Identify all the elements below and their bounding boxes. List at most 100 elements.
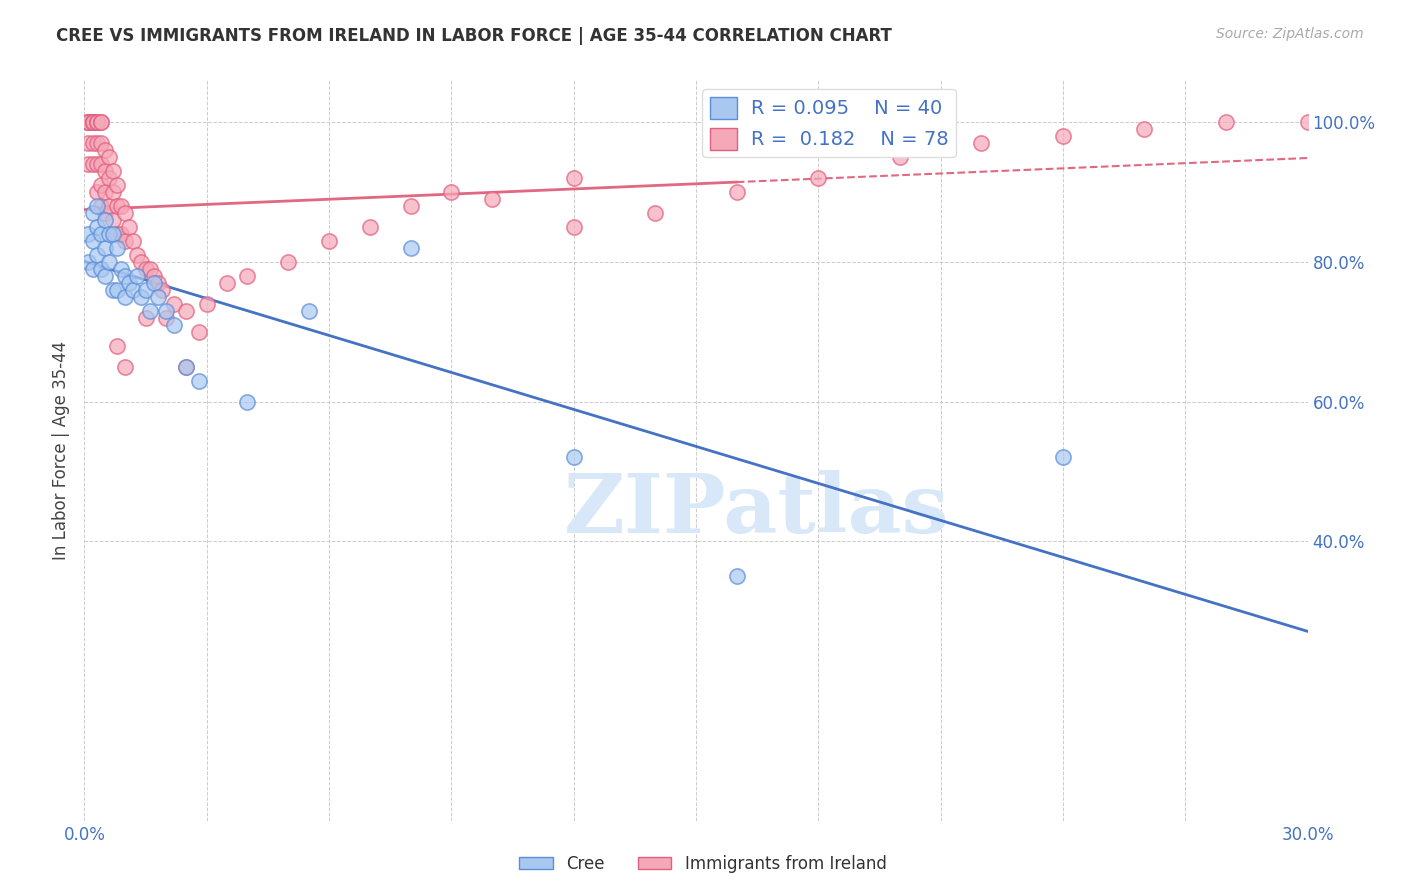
Point	[77, 136, 100, 150]
Point	[82, 157, 104, 171]
Point	[114, 290, 136, 304]
Point	[155, 303, 177, 318]
Point	[163, 318, 186, 332]
Point	[725, 185, 748, 199]
Point	[562, 171, 585, 186]
Point	[135, 283, 157, 297]
Point	[118, 219, 141, 234]
Point	[114, 234, 136, 248]
Point	[97, 171, 120, 186]
Point	[82, 206, 104, 220]
Point	[359, 219, 381, 234]
Point	[562, 219, 585, 234]
Point	[105, 178, 128, 192]
Point	[105, 199, 128, 213]
Point	[93, 268, 115, 283]
Point	[163, 297, 186, 311]
Point	[399, 199, 422, 213]
Point	[114, 206, 136, 220]
Point	[1052, 129, 1074, 144]
Point	[146, 276, 169, 290]
Point	[82, 115, 104, 129]
Point	[131, 290, 153, 304]
Point	[90, 261, 112, 276]
Point	[77, 227, 100, 241]
Point	[82, 115, 104, 129]
Point	[236, 268, 259, 283]
Point	[101, 283, 124, 297]
Point	[93, 241, 115, 255]
Point	[217, 276, 239, 290]
Point	[131, 255, 153, 269]
Point	[481, 192, 503, 206]
Point	[77, 157, 100, 171]
Point	[110, 227, 132, 241]
Point	[77, 115, 100, 129]
Point	[174, 359, 197, 374]
Point	[127, 268, 149, 283]
Point	[97, 199, 120, 213]
Point	[82, 136, 104, 150]
Point	[101, 164, 124, 178]
Point	[122, 234, 145, 248]
Point	[90, 227, 112, 241]
Point	[86, 185, 108, 199]
Point	[138, 261, 160, 276]
Point	[93, 185, 115, 199]
Point	[82, 234, 104, 248]
Point	[114, 359, 136, 374]
Point	[105, 339, 128, 353]
Point	[82, 115, 104, 129]
Point	[77, 115, 100, 129]
Point	[86, 248, 108, 262]
Point	[90, 115, 112, 129]
Point	[77, 115, 100, 129]
Point	[105, 241, 128, 255]
Point	[97, 227, 120, 241]
Text: ZIPatlas: ZIPatlas	[564, 470, 950, 549]
Point	[644, 206, 666, 220]
Point	[105, 283, 128, 297]
Point	[187, 325, 209, 339]
Point	[105, 227, 128, 241]
Point	[110, 199, 132, 213]
Point	[1133, 122, 1156, 136]
Point	[90, 115, 112, 129]
Point	[1296, 115, 1319, 129]
Point	[399, 241, 422, 255]
Point	[86, 199, 108, 213]
Point	[135, 261, 157, 276]
Point	[77, 255, 100, 269]
Point	[970, 136, 993, 150]
Point	[889, 150, 911, 164]
Point	[122, 283, 145, 297]
Text: CREE VS IMMIGRANTS FROM IRELAND IN LABOR FORCE | AGE 35-44 CORRELATION CHART: CREE VS IMMIGRANTS FROM IRELAND IN LABOR…	[56, 27, 893, 45]
Point	[155, 310, 177, 325]
Point	[318, 234, 340, 248]
Point	[187, 374, 209, 388]
Point	[90, 199, 112, 213]
Text: Source: ZipAtlas.com: Source: ZipAtlas.com	[1216, 27, 1364, 41]
Point	[82, 115, 104, 129]
Point	[110, 261, 132, 276]
Point	[298, 303, 321, 318]
Point	[86, 115, 108, 129]
Point	[86, 157, 108, 171]
Point	[93, 164, 115, 178]
Point	[146, 290, 169, 304]
Point	[86, 219, 108, 234]
Point	[97, 150, 120, 164]
Point	[150, 283, 173, 297]
Point	[562, 450, 585, 465]
Point	[101, 185, 124, 199]
Point	[86, 115, 108, 129]
Point	[93, 206, 115, 220]
Point	[82, 261, 104, 276]
Point	[90, 178, 112, 192]
Point	[90, 136, 112, 150]
Point	[93, 143, 115, 157]
Point	[138, 303, 160, 318]
Legend: Cree, Immigrants from Ireland: Cree, Immigrants from Ireland	[513, 848, 893, 880]
Point	[142, 276, 165, 290]
Point	[725, 569, 748, 583]
